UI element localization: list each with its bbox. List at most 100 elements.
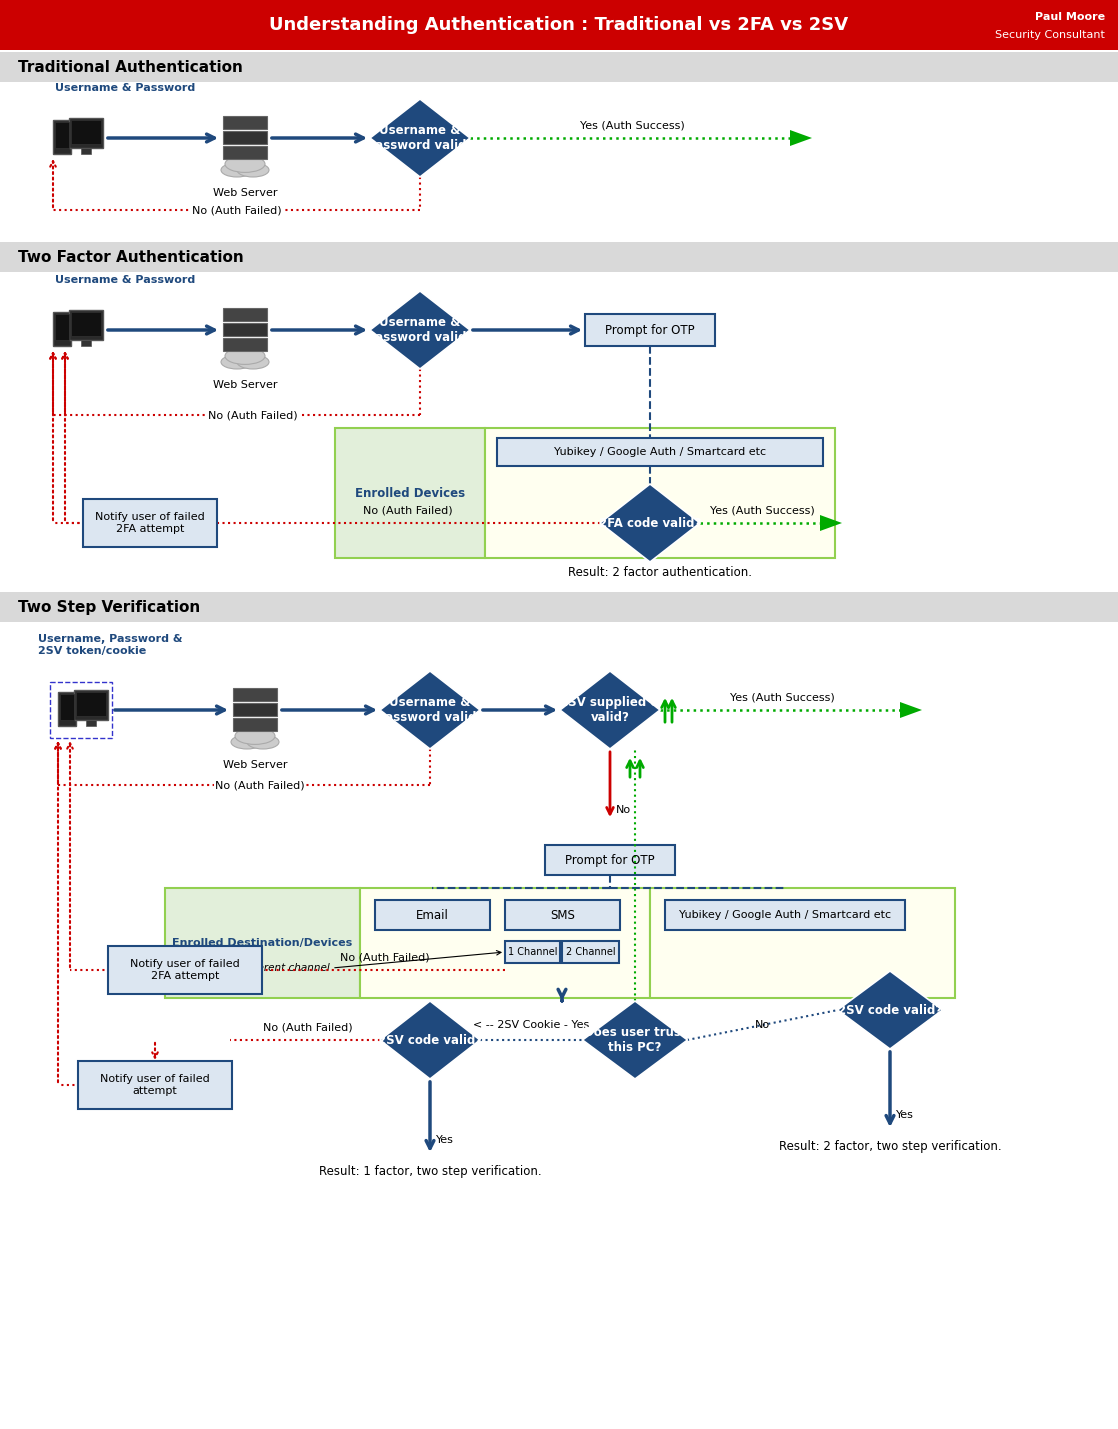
Text: Result: 2 factor authentication.: Result: 2 factor authentication. [568,566,752,579]
Ellipse shape [221,354,253,369]
Text: 2SV code valid?: 2SV code valid? [378,1033,482,1046]
FancyBboxPatch shape [585,314,716,346]
FancyBboxPatch shape [665,900,904,930]
FancyBboxPatch shape [74,690,108,720]
Text: Traditional Authentication: Traditional Authentication [18,60,243,74]
Polygon shape [380,1000,480,1079]
FancyBboxPatch shape [222,339,267,352]
Text: Two Step Verification: Two Step Verification [18,600,200,614]
Ellipse shape [237,163,269,177]
Text: SMS: SMS [550,909,575,922]
Text: Does user trust
this PC?: Does user trust this PC? [584,1026,686,1055]
Ellipse shape [221,163,253,177]
Text: 2SV supplied &
valid?: 2SV supplied & valid? [560,696,661,725]
Text: Username &
Password valid?: Username & Password valid? [367,124,473,151]
Text: Prompt for OTP: Prompt for OTP [566,853,655,866]
Polygon shape [790,130,812,146]
FancyBboxPatch shape [69,310,103,340]
Text: No: No [616,805,632,815]
Polygon shape [600,484,700,562]
FancyBboxPatch shape [233,703,277,716]
FancyBboxPatch shape [360,887,650,997]
FancyBboxPatch shape [233,687,277,702]
Text: Username & Password: Username & Password [55,83,196,93]
FancyBboxPatch shape [222,131,267,144]
FancyBboxPatch shape [55,314,69,340]
FancyBboxPatch shape [86,720,96,726]
Text: Yes: Yes [896,1110,913,1120]
FancyBboxPatch shape [69,119,103,149]
FancyBboxPatch shape [0,0,1118,50]
FancyBboxPatch shape [222,309,267,322]
Text: Paul Moore: Paul Moore [1035,11,1105,21]
Text: No: No [755,1020,770,1030]
FancyBboxPatch shape [72,312,101,336]
Text: Yes (Auth Success): Yes (Auth Success) [580,120,685,130]
Text: Username & Password: Username & Password [55,274,196,284]
Text: Web Server: Web Server [212,380,277,390]
Ellipse shape [231,735,263,749]
FancyBboxPatch shape [505,942,560,963]
Text: 2 Channel: 2 Channel [566,947,615,957]
FancyBboxPatch shape [505,900,620,930]
FancyBboxPatch shape [58,692,76,726]
Text: Result: 1 factor, two step verification.: Result: 1 factor, two step verification. [319,1165,541,1177]
FancyBboxPatch shape [80,340,91,346]
FancyBboxPatch shape [0,51,1118,81]
Polygon shape [370,292,470,369]
Polygon shape [380,672,480,749]
Ellipse shape [225,156,265,173]
FancyBboxPatch shape [222,116,267,129]
Text: Username &
Password valid?: Username & Password valid? [367,316,473,344]
Text: 1 Channel: 1 Channel [508,947,557,957]
FancyBboxPatch shape [53,312,72,346]
FancyBboxPatch shape [60,694,74,720]
Ellipse shape [225,347,265,364]
Text: Security Consultant: Security Consultant [995,30,1105,40]
Text: Notify user of failed
2FA attempt: Notify user of failed 2FA attempt [95,512,205,534]
Text: No (Auth Failed): No (Auth Failed) [263,1022,352,1032]
Text: 2SV code valid?: 2SV code valid? [837,1003,942,1016]
Polygon shape [819,514,842,532]
Text: < -- 2SV Cookie - Yes: < -- 2SV Cookie - Yes [473,1020,589,1030]
FancyBboxPatch shape [650,887,955,997]
Text: No (Auth Failed): No (Auth Failed) [215,780,305,790]
Text: Enrolled Destination/Devices: Enrolled Destination/Devices [172,937,352,947]
Ellipse shape [237,354,269,369]
Polygon shape [370,99,470,177]
FancyBboxPatch shape [222,146,267,159]
FancyBboxPatch shape [80,149,91,154]
FancyBboxPatch shape [78,1060,233,1109]
Text: Yubikey / Google Auth / Smartcard etc: Yubikey / Google Auth / Smartcard etc [553,447,766,457]
FancyBboxPatch shape [222,323,267,336]
FancyBboxPatch shape [0,592,1118,622]
Text: Understanding Authentication : Traditional vs 2FA vs 2SV: Understanding Authentication : Tradition… [269,16,849,34]
Text: 2FA code valid?: 2FA code valid? [599,516,701,530]
Text: Prompt for OTP: Prompt for OTP [605,323,694,336]
Text: Web Server: Web Server [212,189,277,199]
Text: Two Factor Authentication: Two Factor Authentication [18,250,244,264]
Text: Yubikey / Google Auth / Smartcard etc: Yubikey / Google Auth / Smartcard etc [679,910,891,920]
FancyBboxPatch shape [233,717,277,732]
Text: Yes (Auth Success): Yes (Auth Success) [710,504,815,514]
Text: No (Auth Failed): No (Auth Failed) [208,410,297,420]
Text: No (Auth Failed): No (Auth Failed) [362,504,453,514]
Text: No (Auth Failed): No (Auth Failed) [191,204,282,214]
FancyBboxPatch shape [562,942,619,963]
FancyBboxPatch shape [55,121,69,149]
Text: Result: 2 factor, two step verification.: Result: 2 factor, two step verification. [779,1140,1002,1153]
Polygon shape [560,672,660,749]
Text: Email: Email [416,909,449,922]
FancyBboxPatch shape [335,429,485,557]
FancyBboxPatch shape [72,120,101,144]
Text: Notify user of failed
attempt: Notify user of failed attempt [101,1075,210,1096]
FancyBboxPatch shape [544,845,675,875]
Text: Notify user of failed
2FA attempt: Notify user of failed 2FA attempt [130,959,240,980]
Ellipse shape [235,727,275,745]
FancyBboxPatch shape [0,242,1118,272]
Ellipse shape [247,735,280,749]
FancyBboxPatch shape [485,429,835,557]
Polygon shape [837,970,942,1049]
FancyBboxPatch shape [76,692,106,716]
FancyBboxPatch shape [83,499,217,547]
